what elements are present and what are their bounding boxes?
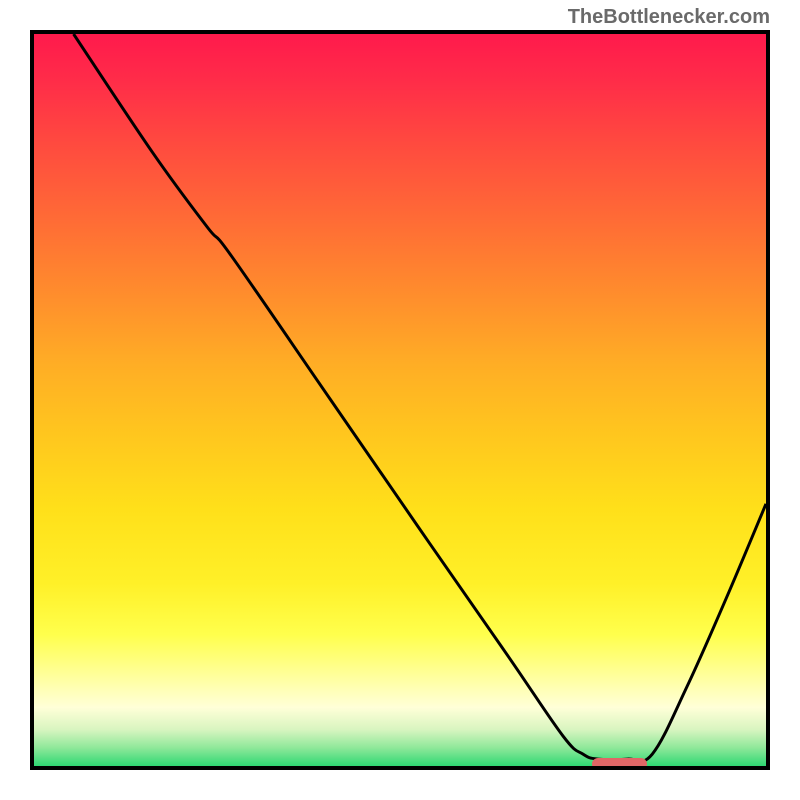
optimal-marker xyxy=(592,758,647,770)
bottleneck-chart xyxy=(30,30,770,770)
bottleneck-curve xyxy=(34,34,766,766)
watermark-text: TheBottlenecker.com xyxy=(568,6,770,29)
